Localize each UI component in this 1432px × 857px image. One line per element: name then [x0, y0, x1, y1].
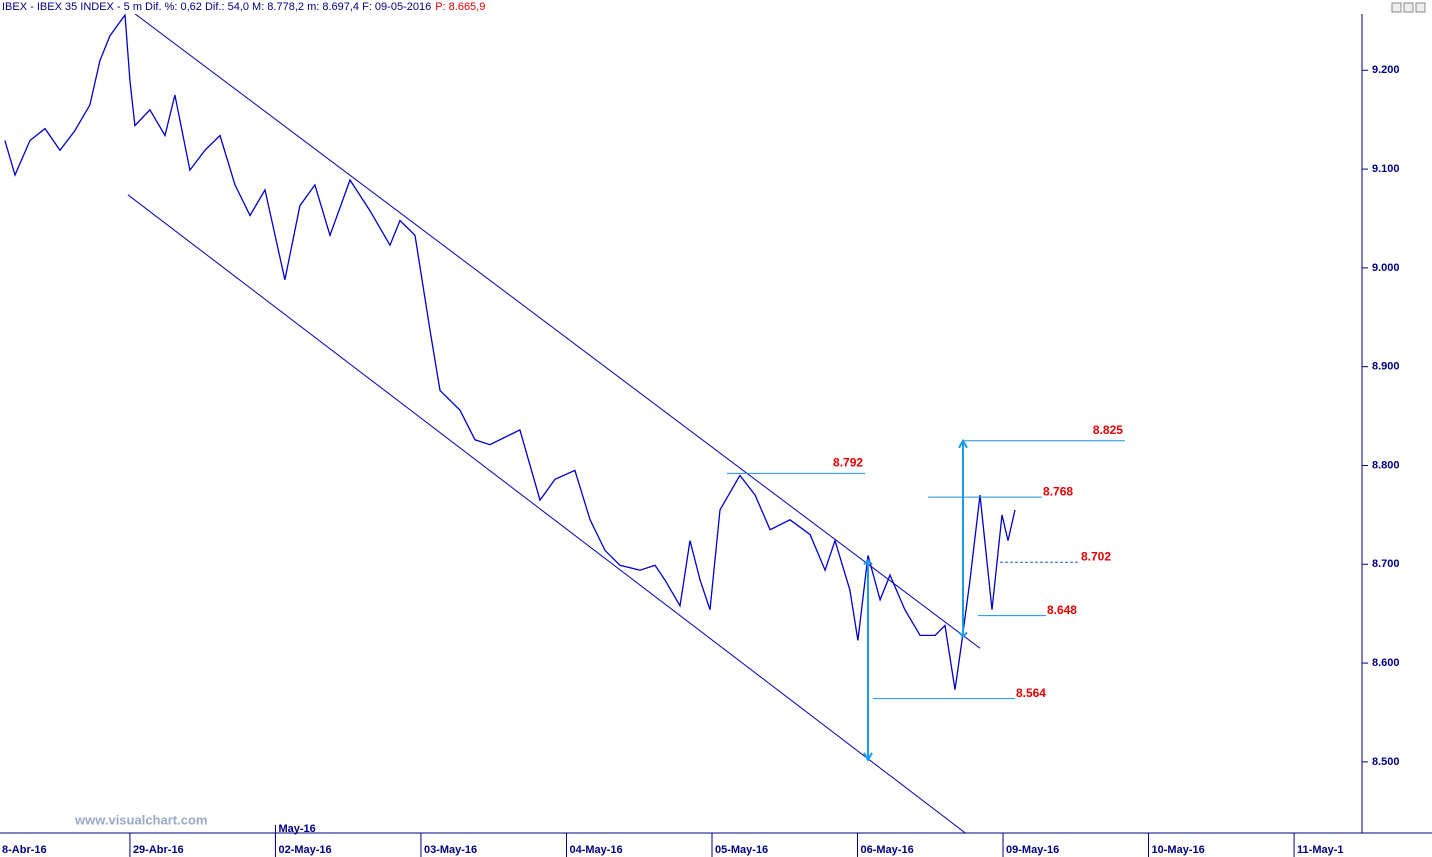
x-tick-label: 10-May-16	[1152, 844, 1205, 856]
y-tick-label: 8.900	[1372, 361, 1400, 373]
y-tick-label: 9.000	[1372, 262, 1400, 274]
x-tick-label: 03-May-16	[424, 844, 477, 856]
x-tick-label: 11-May-1	[1297, 844, 1343, 856]
x-tick-label: 02-May-16	[278, 844, 331, 856]
maximize-button[interactable]	[1403, 2, 1414, 13]
x-tick-label: 29-Abr-16	[133, 844, 184, 856]
y-tick-label: 8.600	[1372, 657, 1400, 669]
arrow-head	[958, 438, 968, 449]
y-tick-label: 9.100	[1372, 163, 1400, 175]
header: IBEX - IBEX 35 INDEX - 5 m Dif. %: 0,62 …	[2, 1, 485, 13]
level-label: 8.825	[1093, 423, 1123, 437]
header-text: IBEX - IBEX 35 INDEX - 5 m Dif. %: 0,62 …	[2, 1, 431, 13]
month-label: May-16	[278, 823, 315, 835]
trendline	[134, 14, 981, 649]
arrow-tail	[863, 558, 873, 566]
price-line	[4, 14, 1016, 690]
trendline	[127, 194, 967, 833]
x-tick-label: 06-May-16	[861, 844, 914, 856]
x-tick-label: 8-Abr-16	[2, 844, 47, 856]
y-tick-label: 8.700	[1372, 558, 1400, 570]
y-tick-label: 8.800	[1372, 459, 1400, 471]
level-label: 8.702	[1081, 549, 1111, 563]
level-label: 8.792	[833, 456, 863, 470]
arrow-tail	[958, 631, 968, 638]
watermark: www.visualchart.com	[74, 812, 207, 827]
y-tick-label: 9.200	[1372, 64, 1400, 76]
level-label: 8.768	[1043, 484, 1073, 498]
x-tick-label: 04-May-16	[569, 844, 622, 856]
header-price: P: 8.665,9	[435, 1, 485, 13]
arrow-head	[863, 752, 873, 762]
level-label: 8.564	[1016, 686, 1046, 700]
close-button[interactable]	[1415, 2, 1426, 13]
x-tick-label: 09-May-16	[1006, 844, 1059, 856]
x-tick-label: 05-May-16	[715, 844, 768, 856]
level-label: 8.648	[1047, 603, 1077, 617]
window-buttons	[1391, 2, 1426, 13]
y-tick-label: 8.500	[1372, 756, 1400, 768]
minimize-button[interactable]	[1391, 2, 1402, 13]
